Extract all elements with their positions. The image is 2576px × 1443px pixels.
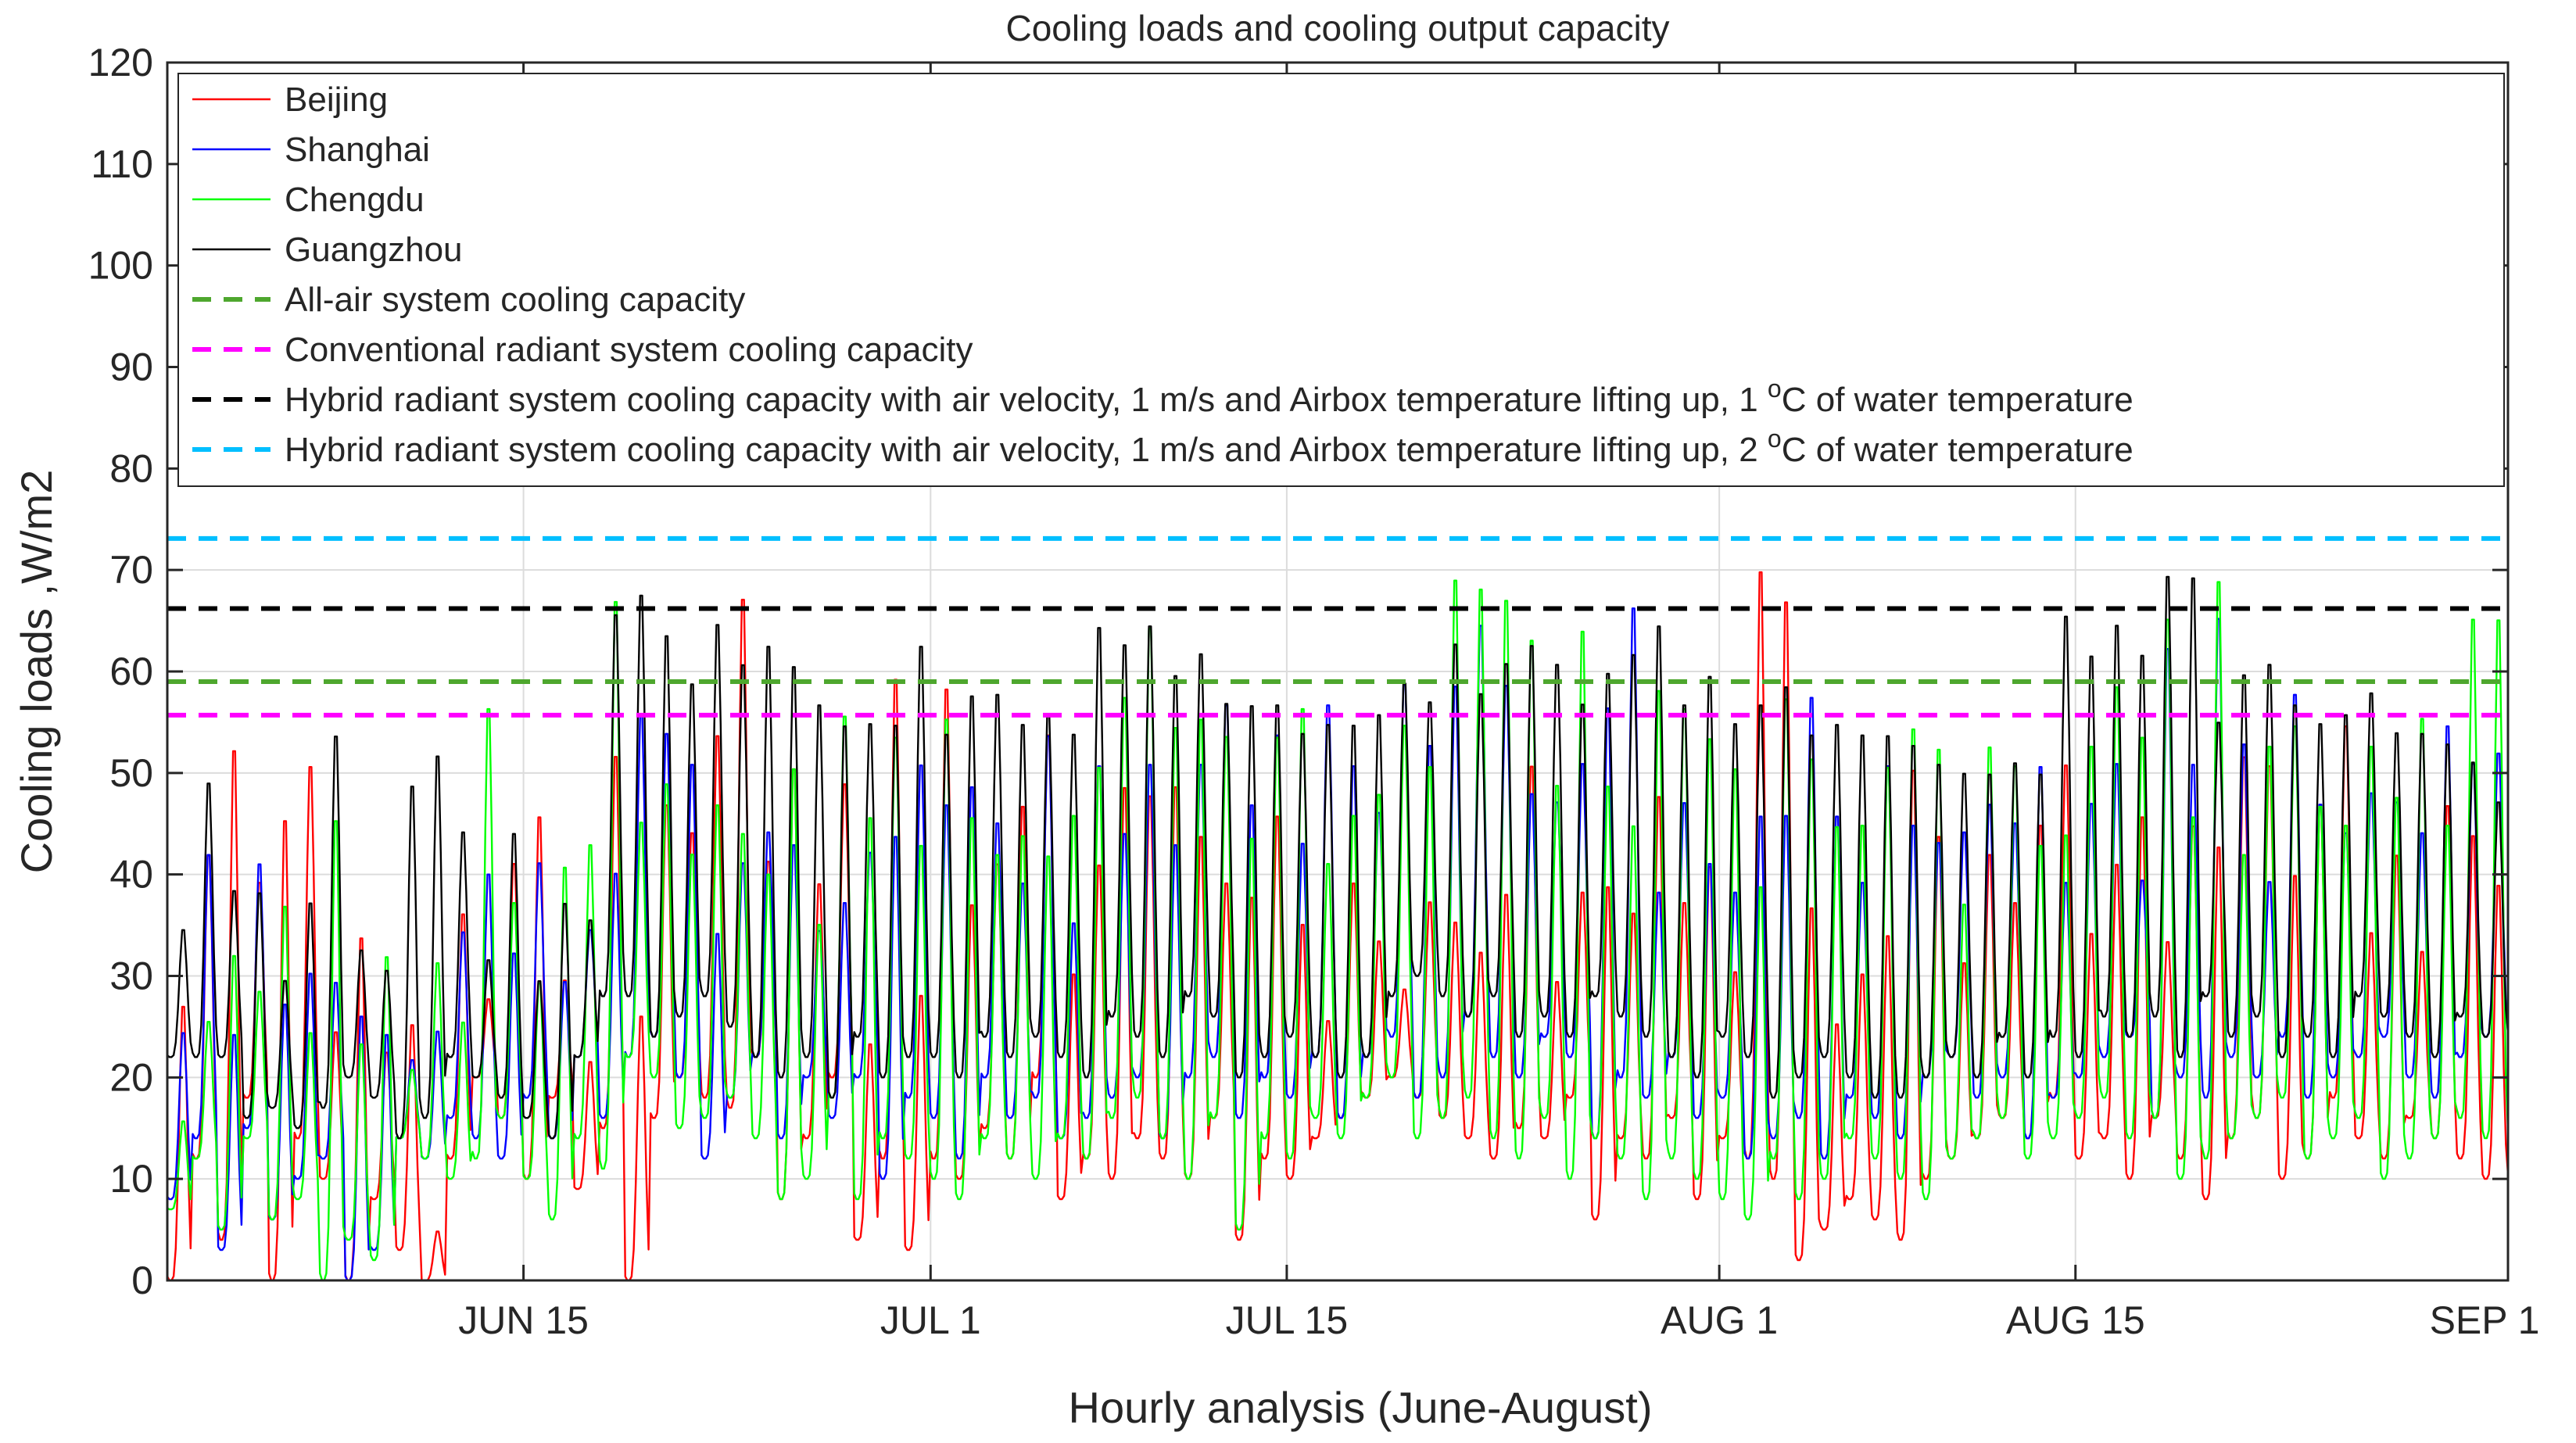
x-tick-label: AUG 15 (2006, 1298, 2145, 1342)
series-line-guangzhou (167, 575, 2510, 1140)
legend-degree-superscript: o (1768, 374, 1782, 403)
y-tick-label: 30 (109, 954, 153, 998)
legend: Beijing Shanghai Chengdu Guangzhou All-air s… (177, 73, 2505, 487)
legend-label-tail: C of water temperature (1782, 381, 2134, 419)
legend-label-text: Hybrid radiant system cooling capacity w… (285, 381, 1768, 419)
legend-label-text: Guangzhou (285, 231, 463, 269)
legend-label-text: Shanghai (285, 131, 430, 169)
legend-label-text: Beijing (285, 81, 388, 119)
legend-label-6: Conventional radiant system cooling capa… (285, 331, 973, 369)
legend-label-5: All-air system cooling capacity (285, 281, 745, 319)
x-tick-label: JUL 15 (1226, 1298, 1349, 1342)
chart-title: Cooling loads and cooling output capacit… (1005, 8, 1669, 48)
legend-label-text: Chengdu (285, 181, 425, 219)
y-tick-label: 120 (88, 41, 153, 84)
legend-label-text: All-air system cooling capacity (285, 281, 745, 319)
series-line-chengdu (167, 579, 2510, 1282)
y-tick-label: 80 (109, 446, 153, 490)
legend-label-7: Hybrid radiant system cooling capacity w… (285, 374, 2134, 419)
x-tick-label: JUL 1 (880, 1298, 981, 1342)
legend-box (177, 73, 2505, 487)
y-tick-labels: 0 10 20 30 40 50 60 70 80 90 100 110 120 (88, 41, 153, 1302)
y-axis-title: Cooling loads ,W/m2 (12, 470, 61, 874)
y-tick-label: 70 (109, 548, 153, 592)
y-tick-label: 100 (88, 244, 153, 288)
legend-label-3: Chengdu (285, 181, 425, 219)
y-tick-label: 40 (109, 853, 153, 897)
legend-label-4: Guangzhou (285, 231, 463, 269)
x-tick-label: SEP 1 (2430, 1298, 2540, 1342)
x-tick-labels: JUN 15 JUL 1 JUL 15 AUG 1 AUG 15 SEP 1 (458, 1298, 2539, 1342)
x-tick-label: AUG 1 (1661, 1298, 1778, 1342)
legend-label-text: Conventional radiant system cooling capa… (285, 331, 973, 369)
legend-label-tail: C of water temperature (1782, 431, 2134, 469)
y-tick-label: 60 (109, 650, 153, 693)
y-tick-label: 0 (131, 1259, 153, 1302)
y-tick-label: 110 (91, 142, 153, 186)
legend-label-text: Hybrid radiant system cooling capacity w… (285, 431, 1768, 469)
capacity-lines (167, 535, 2508, 718)
series-lines (166, 571, 2510, 1282)
legend-degree-superscript: o (1768, 424, 1782, 453)
legend-label-8: Hybrid radiant system cooling capacity w… (285, 424, 2134, 469)
y-tick-label: 50 (109, 751, 153, 795)
legend-label-1: Beijing (285, 81, 388, 119)
y-tick-label: 20 (109, 1055, 153, 1099)
x-tick-label: JUN 15 (458, 1298, 589, 1342)
legend-label-2: Shanghai (285, 131, 430, 169)
y-tick-label: 90 (109, 346, 153, 389)
y-tick-label: 10 (109, 1157, 153, 1201)
x-axis-title: Hourly analysis (June-August) (1069, 1383, 1653, 1432)
